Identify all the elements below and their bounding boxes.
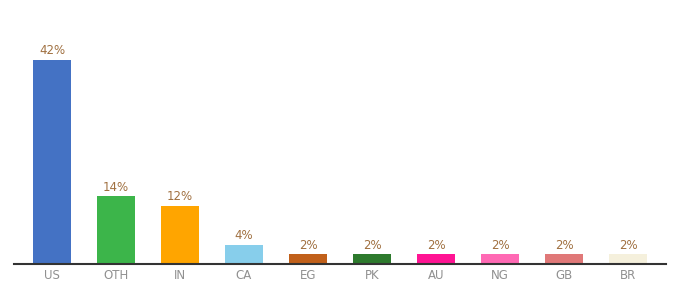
- Bar: [417, 254, 455, 264]
- Bar: [225, 244, 263, 264]
- Text: 42%: 42%: [39, 44, 65, 57]
- Text: 4%: 4%: [235, 229, 254, 242]
- Text: 12%: 12%: [167, 190, 193, 203]
- Text: 2%: 2%: [362, 239, 381, 252]
- Text: 2%: 2%: [619, 239, 637, 252]
- Bar: [545, 254, 583, 264]
- Bar: [33, 60, 71, 264]
- Bar: [353, 254, 391, 264]
- Bar: [289, 254, 327, 264]
- Bar: [97, 196, 135, 264]
- Text: 2%: 2%: [555, 239, 573, 252]
- Bar: [609, 254, 647, 264]
- Text: 2%: 2%: [426, 239, 445, 252]
- Text: 2%: 2%: [299, 239, 318, 252]
- Bar: [160, 206, 199, 264]
- Text: 14%: 14%: [103, 181, 129, 194]
- Bar: [481, 254, 520, 264]
- Text: 2%: 2%: [491, 239, 509, 252]
